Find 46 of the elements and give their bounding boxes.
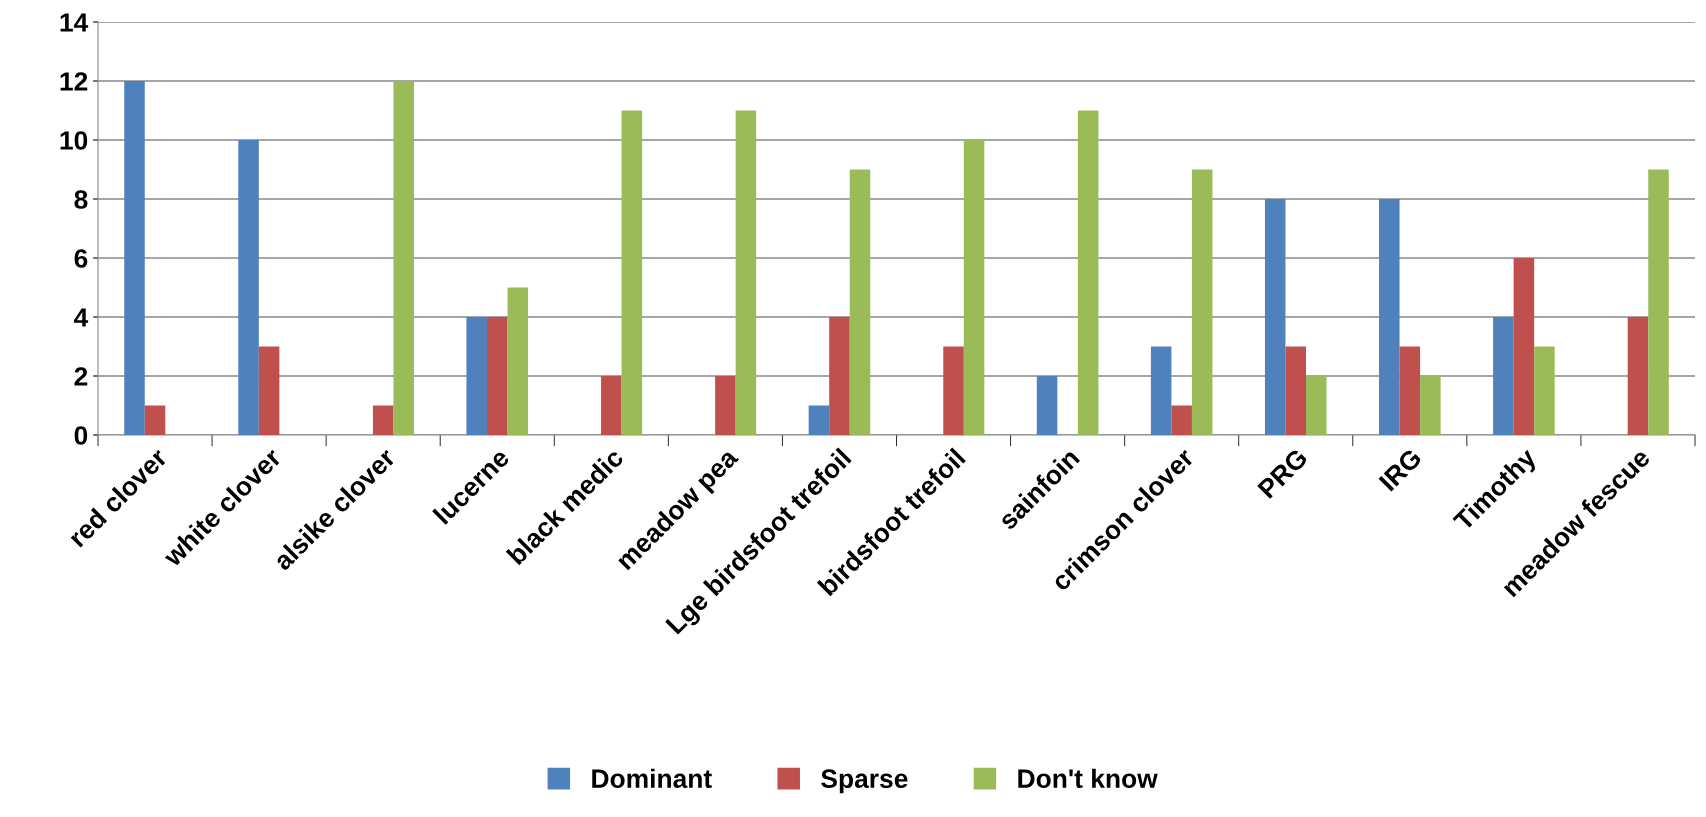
bar (1379, 199, 1400, 435)
bar (715, 376, 736, 435)
legend-label: Sparse (821, 769, 908, 794)
bar (1627, 317, 1649, 435)
bar (963, 140, 985, 435)
x-tick-label: IRG (1378, 447, 1423, 492)
bar (1513, 258, 1535, 435)
bar (1420, 376, 1441, 435)
bar (1306, 376, 1327, 435)
bar (144, 405, 166, 435)
y-tick-label: 6 (74, 249, 88, 268)
bar (808, 405, 830, 435)
y-tick-label: 0 (74, 426, 88, 445)
bar (466, 317, 487, 435)
y-tick-label: 8 (74, 190, 88, 209)
bar (1493, 317, 1514, 435)
bar (1285, 346, 1307, 435)
bar (393, 81, 414, 435)
y-tick-label: 12 (60, 72, 88, 91)
y-tick-label: 4 (74, 308, 89, 327)
bar (1077, 110, 1099, 435)
bar (601, 376, 622, 435)
y-tick-label: 2 (74, 367, 88, 386)
bar (1648, 169, 1669, 435)
bar (1150, 346, 1172, 435)
bar (1534, 346, 1555, 435)
bar (1171, 405, 1192, 435)
y-tick-label: 14 (60, 13, 89, 32)
bar (507, 287, 529, 435)
bar (486, 317, 508, 435)
bar (258, 346, 280, 435)
bar (1036, 376, 1058, 435)
bar (372, 405, 394, 435)
bar (849, 169, 871, 435)
bar (829, 317, 850, 435)
bar (1264, 199, 1286, 435)
bar (943, 346, 964, 435)
legend-label: Don't know (1018, 768, 1158, 789)
bar (1399, 346, 1421, 435)
bar (621, 110, 643, 435)
bar (124, 81, 145, 435)
bar (238, 140, 259, 435)
legend-label: Dominant (592, 768, 712, 789)
y-tick-label: 10 (60, 131, 88, 150)
bar (735, 110, 757, 435)
bar (1191, 169, 1213, 435)
